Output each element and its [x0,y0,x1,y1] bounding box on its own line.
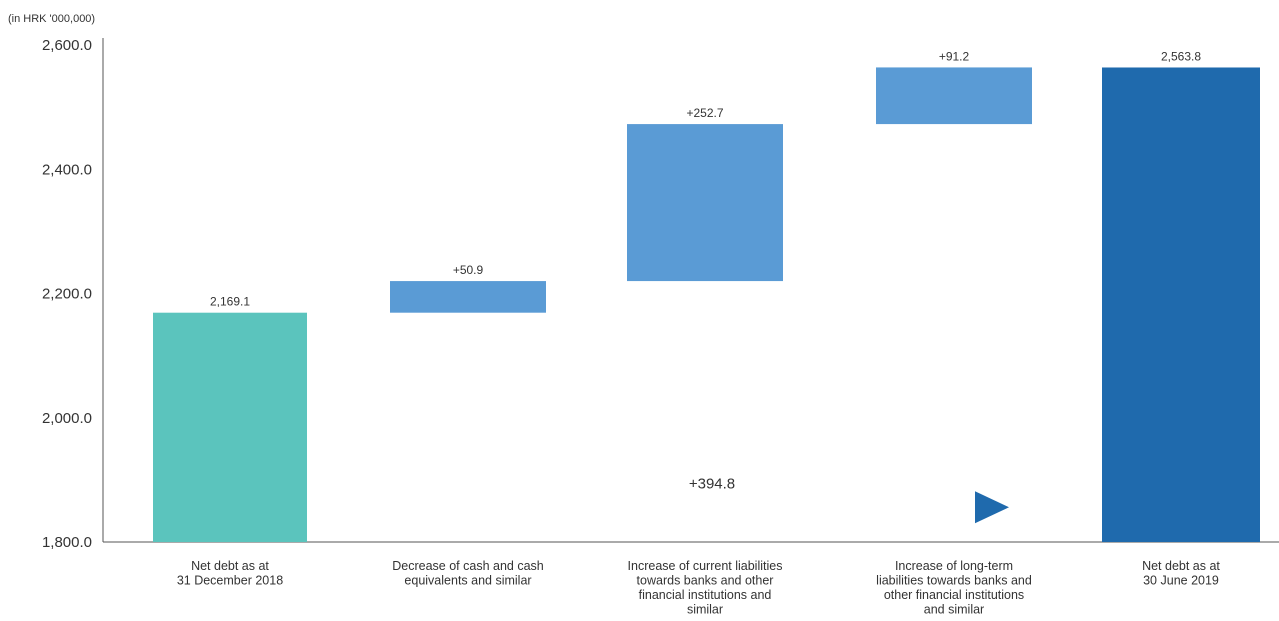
delta-bar [876,67,1032,125]
category-label-line: financial institutions and [639,588,772,602]
delta-bar [390,281,546,313]
category-label-line: equivalents and similar [404,574,531,588]
category-label-line: 30 June 2019 [1143,574,1219,588]
y-tick-label: 2,400.0 [42,161,92,178]
data-labels-group: 2,169.1 +50.9 +252.7 +91.2 2,563.8 [210,49,1201,308]
category-label-line: and similar [924,603,984,617]
bar-value-label: 2,563.8 [1161,49,1201,63]
category-label-line: Increase of long-term [895,559,1013,573]
category-label-line: Net debt as at [1142,559,1220,573]
total-bar [153,312,307,542]
arrow-head-icon [975,491,1009,524]
unit-label: (in HRK '000,000) [8,13,95,25]
category-label-line: similar [687,603,723,617]
bar-value-label: +91.2 [939,49,970,63]
bar-value-label: +50.9 [453,263,484,277]
y-tick-label: 2,600.0 [42,37,92,54]
y-axis-ticks: 1,800.0 2,000.0 2,200.0 2,400.0 2,600.0 [42,37,92,551]
total-change-label: +394.8 [689,475,735,492]
y-tick-label: 1,800.0 [42,534,92,551]
bar-value-label: +252.7 [686,106,723,120]
total-change-arrow-group: +394.8 [367,475,1009,524]
category-label-line: Increase of current liabilities [628,559,783,573]
category-label-line: Decrease of cash and cash [392,559,544,573]
y-tick-label: 2,000.0 [42,410,92,427]
bars-group [153,67,1260,542]
category-label-line: liabilities towards banks and [876,574,1032,588]
category-label-line: towards banks and other [637,574,774,588]
category-label-line: Net debt as at [191,559,269,573]
delta-bar [627,124,783,282]
category-label-line: 31 December 2018 [177,574,283,588]
bar-value-label: 2,169.1 [210,295,250,309]
total-bar [1102,67,1260,542]
category-label-line: other financial institutions [884,588,1024,602]
y-tick-label: 2,200.0 [42,286,92,303]
